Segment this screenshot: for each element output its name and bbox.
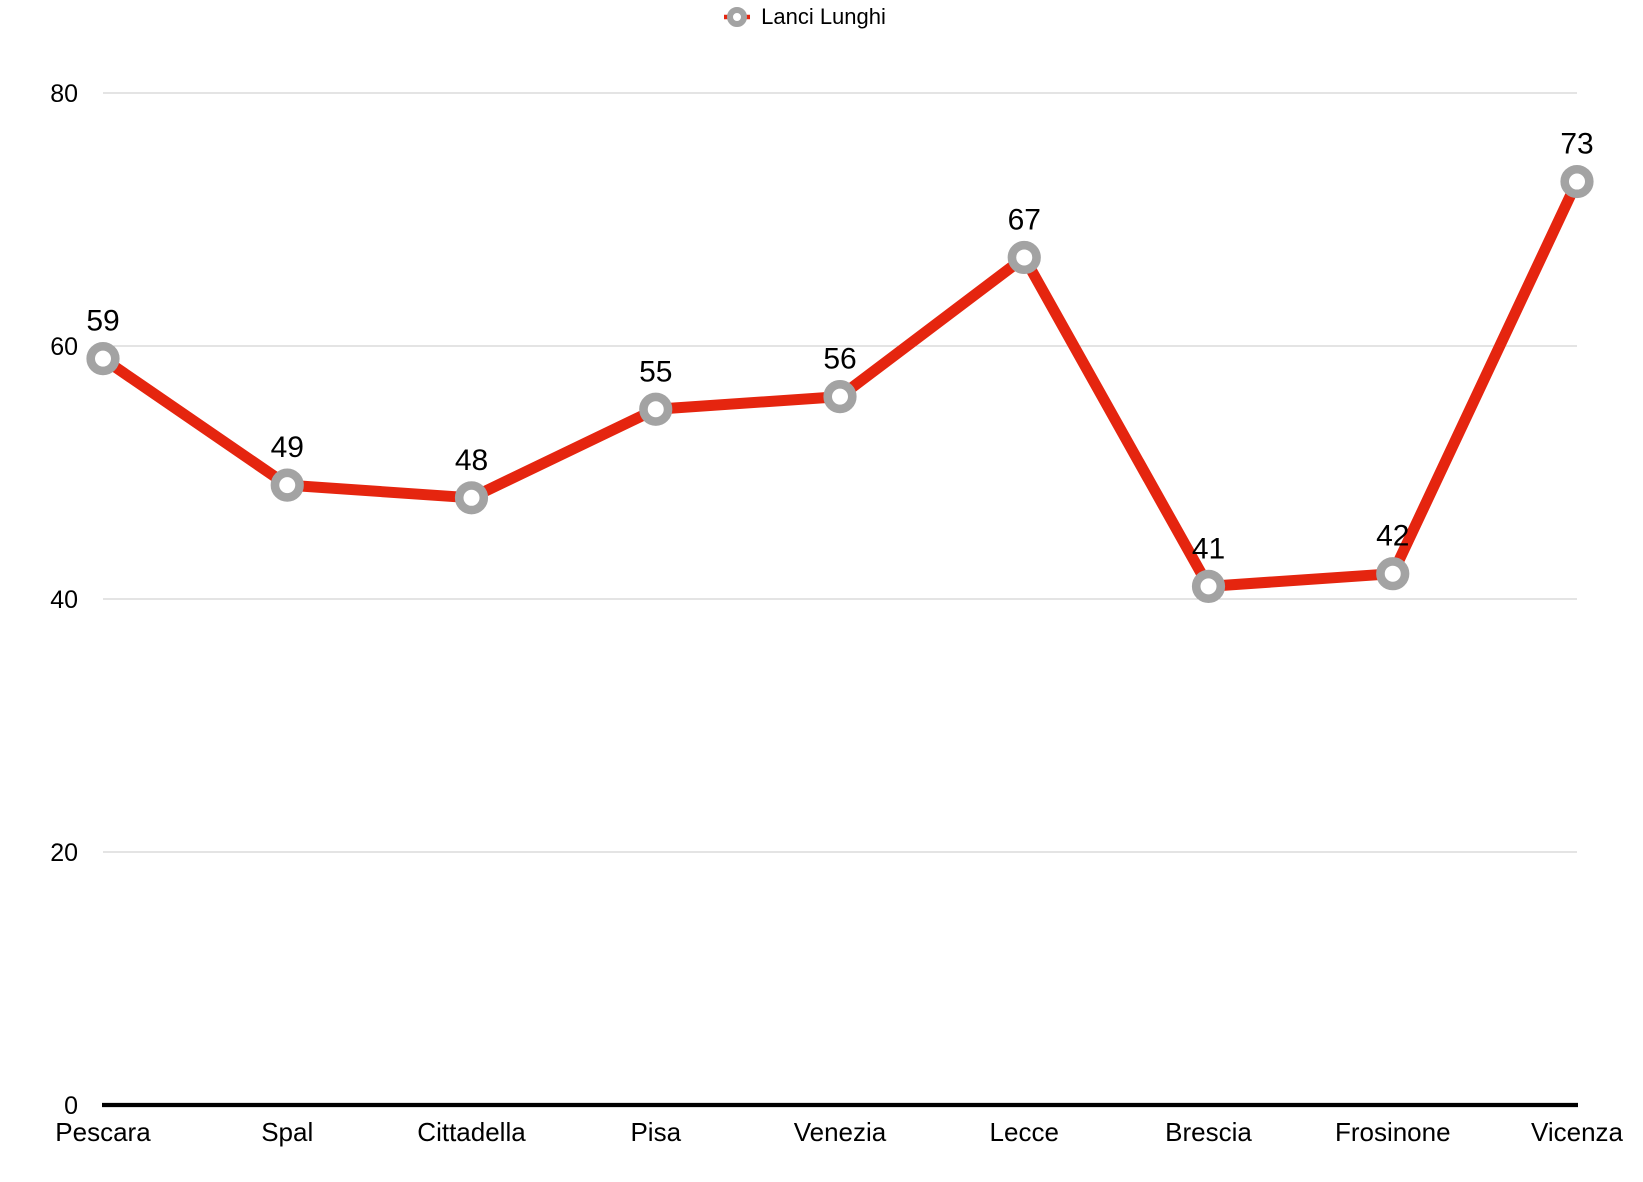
data-point-label: 56 (823, 343, 856, 376)
x-axis-category-label: Pisa (630, 1117, 681, 1147)
x-axis-category-label: Brescia (1165, 1117, 1252, 1147)
y-axis-tick-label: 0 (64, 1092, 78, 1120)
data-point-marker[interactable] (454, 481, 489, 515)
data-point-marker[interactable] (270, 468, 304, 502)
data-point-marker[interactable] (823, 380, 857, 414)
data-point-marker[interactable] (1560, 164, 1594, 199)
data-point-marker[interactable] (86, 342, 120, 376)
x-axis-category-label: Venezia (794, 1117, 887, 1147)
data-point-label: 67 (1008, 203, 1041, 236)
x-axis-category-label: Vicenza (1531, 1117, 1624, 1147)
data-point-label: 41 (1192, 532, 1225, 565)
x-axis-category-label: Cittadella (417, 1117, 526, 1147)
y-axis-tick-label: 80 (50, 80, 78, 108)
legend-marker-icon (724, 7, 751, 27)
y-axis-tick-label: 20 (50, 839, 78, 867)
x-axis-category-label: Spal (261, 1117, 313, 1147)
data-point-label: 49 (271, 431, 304, 464)
chart-legend: Lanci Lunghi (0, 2, 1643, 32)
data-point-marker[interactable] (1376, 557, 1410, 591)
data-point-label: 55 (639, 355, 672, 388)
data-point-label: 42 (1376, 520, 1409, 553)
x-axis-category-label: Frosinone (1335, 1117, 1451, 1147)
y-axis-tick-label: 60 (50, 333, 78, 361)
data-point-label: 59 (86, 305, 119, 338)
x-axis-category-label: Lecce (990, 1117, 1059, 1147)
data-point-label: 73 (1560, 128, 1593, 161)
legend-item-label: Lanci Lunghi (761, 4, 886, 29)
data-point-marker[interactable] (639, 392, 673, 426)
legend-item[interactable]: Lanci Lunghi (722, 2, 886, 32)
y-axis-tick-label: 40 (50, 586, 78, 614)
data-point-marker[interactable] (1191, 569, 1226, 603)
data-point-marker[interactable] (1007, 240, 1041, 275)
data-point-label: 48 (455, 444, 488, 477)
x-axis-category-label: Pescara (55, 1117, 151, 1147)
